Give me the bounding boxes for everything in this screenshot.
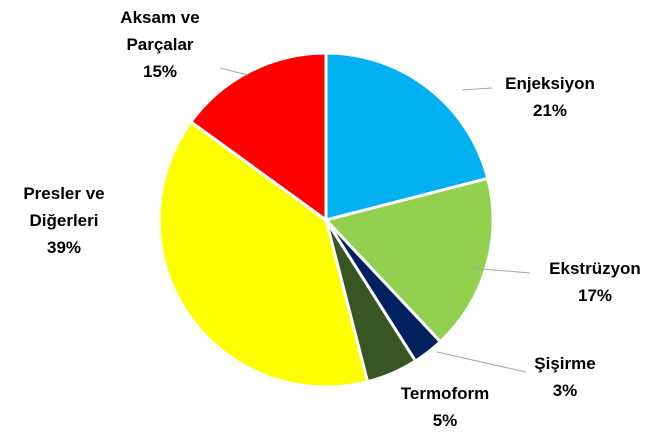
value-label: 21%: [532, 101, 568, 120]
category-name: Enjeksiyon: [505, 74, 595, 93]
category-name: Şişirme: [534, 354, 596, 373]
category-name: Ekstrüzyon: [549, 259, 641, 278]
slice: [188, 51, 328, 223]
category-name: Termoform: [400, 384, 490, 403]
category-name: Presler ve Diğerleri: [23, 184, 105, 230]
value-label: 15%: [142, 62, 178, 81]
slice-label: Termoform 5%: [380, 380, 510, 434]
value-label: 5%: [432, 411, 458, 430]
value-label: 39%: [46, 238, 82, 257]
slice-label: Aksam ve Parçalar 15%: [90, 4, 230, 85]
slice: [324, 51, 490, 222]
value-label: 17%: [577, 286, 613, 305]
leader-line: [461, 87, 493, 91]
slice-label: Presler ve Diğerleri 39%: [0, 180, 128, 261]
slice-label: Enjeksiyon 21%: [490, 70, 610, 124]
category-name: Aksam ve Parçalar: [120, 8, 200, 54]
slice-label: Şişirme 3%: [520, 350, 610, 404]
slice-label: Ekstrüzyon 17%: [530, 255, 660, 309]
leader-line: [469, 267, 531, 274]
leader-line: [436, 351, 527, 373]
slice: [323, 176, 495, 344]
value-label: 3%: [552, 381, 578, 400]
slice: [157, 119, 370, 389]
leader-line: [219, 67, 249, 76]
